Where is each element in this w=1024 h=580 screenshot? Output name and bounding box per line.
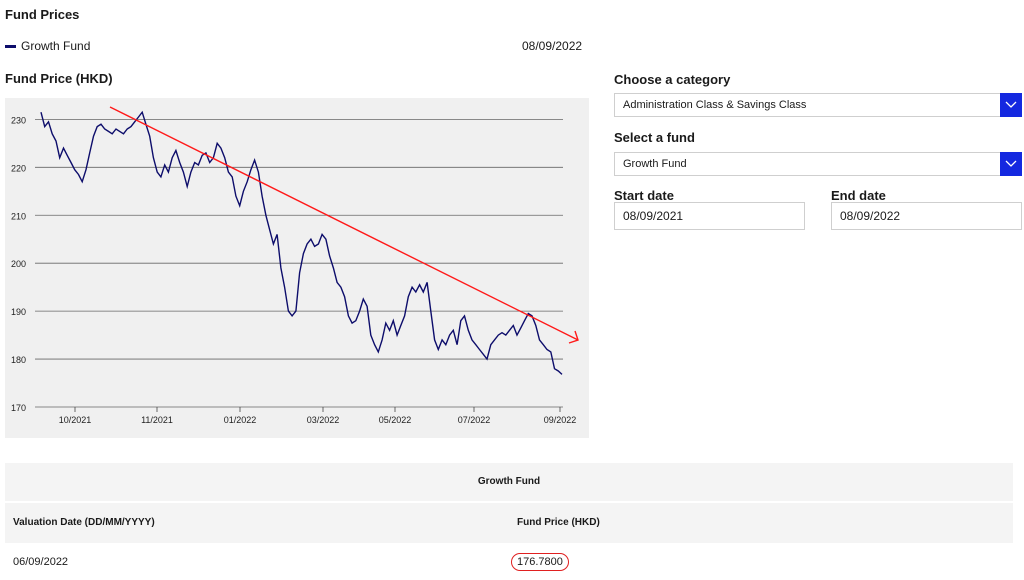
chevron-down-icon[interactable] bbox=[1000, 152, 1022, 176]
y-tick-label: 220 bbox=[11, 163, 26, 173]
x-tick-label: 11/2021 bbox=[141, 415, 173, 425]
as-of-date: 08/09/2022 bbox=[522, 39, 583, 53]
table-row: 06/09/2022 176.7800 bbox=[5, 548, 1013, 580]
table-header-row: Valuation Date (DD/MM/YYYY) Fund Price (… bbox=[5, 503, 1013, 543]
price-chart: 170 180 190 200 210 220 230 10/2021 11/2021 01/20… bbox=[5, 98, 589, 438]
y-tick-label: 210 bbox=[11, 211, 26, 221]
table-caption: Growth Fund bbox=[5, 463, 1013, 501]
fund-select[interactable]: Growth Fund bbox=[614, 152, 1022, 176]
x-tick-label: 05/2022 bbox=[379, 415, 412, 425]
category-select[interactable]: Administration Class & Savings Class bbox=[614, 93, 1022, 117]
category-label: Choose a category bbox=[614, 72, 731, 87]
col-fund-price: Fund Price (HKD) bbox=[517, 517, 600, 528]
x-tick-label: 01/2022 bbox=[224, 415, 257, 425]
y-tick-label: 200 bbox=[11, 259, 26, 269]
chevron-down-icon[interactable] bbox=[1000, 93, 1022, 117]
col-valuation-date: Valuation Date (DD/MM/YYYY) bbox=[13, 517, 155, 528]
price-series-line bbox=[40, 110, 563, 375]
y-tick-label: 170 bbox=[11, 403, 26, 413]
y-tick-label: 230 bbox=[11, 115, 26, 125]
end-date-input[interactable]: 08/09/2022 bbox=[831, 202, 1022, 230]
start-date-label: Start date bbox=[614, 188, 674, 203]
fund-value: Growth Fund bbox=[623, 158, 687, 170]
x-tick-label: 10/2021 bbox=[59, 415, 92, 425]
y-tick-label: 190 bbox=[11, 307, 26, 317]
legend-label: Growth Fund bbox=[21, 39, 91, 53]
row-date: 06/09/2022 bbox=[13, 556, 69, 568]
x-tick-label: 07/2022 bbox=[458, 415, 491, 425]
price-chart-svg: 170 180 190 200 210 220 230 10/2021 11/2021 01/20… bbox=[11, 106, 579, 425]
x-tick-label: 09/2022 bbox=[544, 415, 577, 425]
end-date-label: End date bbox=[831, 188, 886, 203]
row-price: 176.7800 bbox=[511, 553, 569, 571]
y-tick-label: 180 bbox=[11, 355, 26, 365]
legend-swatch bbox=[5, 44, 16, 48]
start-date-input[interactable]: 08/09/2021 bbox=[614, 202, 805, 230]
chart-heading: Fund Price (HKD) bbox=[5, 71, 113, 86]
page-title: Fund Prices bbox=[5, 7, 80, 22]
category-value: Administration Class & Savings Class bbox=[623, 99, 807, 111]
trend-arrow-head bbox=[568, 330, 579, 344]
trend-arrow-line bbox=[109, 106, 579, 341]
fund-label: Select a fund bbox=[614, 130, 695, 145]
x-tick-label: 03/2022 bbox=[307, 415, 340, 425]
chart-legend: Growth Fund bbox=[5, 39, 90, 53]
